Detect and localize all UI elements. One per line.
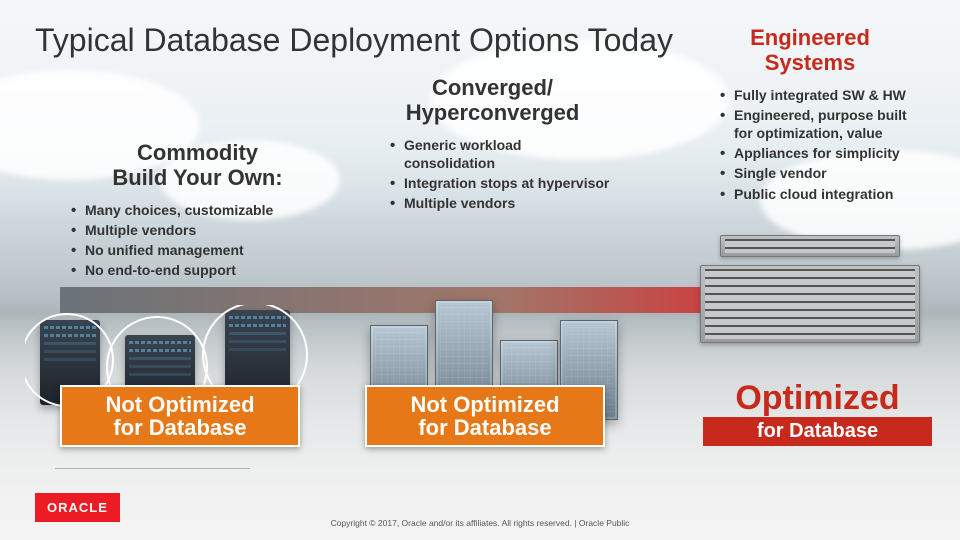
heading-line: Systems [765,50,856,75]
column-heading: Commodity Build Your Own: [55,140,340,191]
column-heading: Engineered Systems [680,25,940,76]
bullet-item: Generic workload consolidation [390,136,615,172]
bullet-item: Integration stops at hypervisor [390,174,615,192]
bullet-item: Multiple vendors [390,194,615,212]
heading-line: Engineered [750,25,870,50]
bullet-item: Engineered, purpose built for optimizati… [720,106,920,142]
badge-line1: Not Optimized [70,393,290,416]
heading-line: Commodity [137,140,258,165]
heading-line: Converged/ [432,75,553,100]
heading-line: Build Your Own: [112,165,282,190]
bullet-list: Fully integrated SW & HW Engineered, pur… [680,86,940,203]
badge-line1: Optimized [703,381,932,417]
badge-line1: Not Optimized [375,393,595,416]
footer-divider [55,468,250,469]
bullet-item: Single vendor [720,164,920,182]
badge-optimized: Optimized for Database [695,375,940,452]
badge-not-optimized-2: Not Optimized for Database [365,385,605,447]
slide-title: Typical Database Deployment Options Toda… [35,22,673,59]
badge-line2: for Database [703,417,932,446]
bullet-item: Many choices, customizable [71,201,332,219]
badge-not-optimized-1: Not Optimized for Database [60,385,300,447]
column-commodity: Commodity Build Your Own: Many choices, … [55,140,340,281]
heading-line: Hyperconverged [406,100,580,125]
bullet-item: Appliances for simplicity [720,144,920,162]
copyright-text: Copyright © 2017, Oracle and/or its affi… [0,518,960,528]
bullet-item: Multiple vendors [71,221,332,239]
badge-line2: for Database [375,416,595,439]
bullet-item: No unified management [71,241,332,259]
bullet-list: Generic workload consolidation Integrati… [350,136,635,213]
engineered-systems-illustration [700,235,920,355]
badge-line2: for Database [70,416,290,439]
bullet-item: Public cloud integration [720,185,920,203]
column-converged: Converged/ Hyperconverged Generic worklo… [350,75,635,214]
bullet-item: Fully integrated SW & HW [720,86,920,104]
column-heading: Converged/ Hyperconverged [350,75,635,126]
column-engineered: Engineered Systems Fully integrated SW &… [680,25,940,205]
